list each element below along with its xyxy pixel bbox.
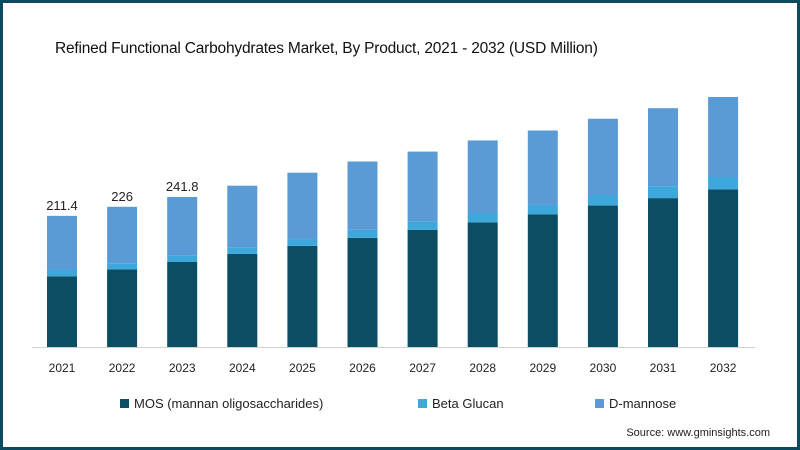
x-tick-label: 2032 xyxy=(710,361,737,375)
x-tick-label: 2023 xyxy=(169,361,196,375)
x-tick-label: 2029 xyxy=(529,361,556,375)
x-tick-label: 2030 xyxy=(590,361,617,375)
bar-segment-d-mannose-2031 xyxy=(648,108,678,187)
bar-segment-mos-2025 xyxy=(287,245,318,347)
x-tick-label: 2031 xyxy=(650,361,677,375)
bar-segment-beta-2022 xyxy=(107,263,138,270)
legend-label: D-mannose xyxy=(609,396,677,411)
bar-segment-beta-2026 xyxy=(347,229,378,238)
bar-segment-mos-2031 xyxy=(648,198,678,347)
bar-segment-d-mannose-2030 xyxy=(587,118,618,196)
legend-swatch xyxy=(418,399,427,408)
bar-segment-d-mannose-2023 xyxy=(167,197,198,256)
bar-segment-mos-2027 xyxy=(407,229,438,347)
legend-item: Beta Glucan xyxy=(418,396,504,411)
bar-segment-beta-2032 xyxy=(708,177,739,190)
bar-segment-beta-2021 xyxy=(47,269,77,277)
bar-segment-d-mannose-2028 xyxy=(467,140,498,214)
legend-swatch xyxy=(120,399,129,408)
legend-swatch xyxy=(595,399,604,408)
x-tick-label: 2021 xyxy=(49,361,76,375)
bar-segment-mos-2032 xyxy=(708,189,739,347)
bar-segment-d-mannose-2027 xyxy=(407,151,438,222)
legend-item: D-mannose xyxy=(595,396,676,411)
bar-segment-mos-2029 xyxy=(527,214,558,347)
bar-segment-d-mannose-2022 xyxy=(107,206,138,264)
bar-segment-d-mannose-2024 xyxy=(227,185,258,248)
bar-segment-mos-2021 xyxy=(47,276,77,347)
data-label: 241.8 xyxy=(166,179,199,194)
bar-segment-d-mannose-2032 xyxy=(708,97,739,178)
bar-segment-d-mannose-2021 xyxy=(47,215,77,270)
bar-segment-mos-2028 xyxy=(467,222,498,347)
legend-label: MOS (mannan oligosaccharides) xyxy=(134,396,324,411)
bar-segment-d-mannose-2025 xyxy=(287,172,318,240)
bar-segment-d-mannose-2026 xyxy=(347,161,378,230)
bar-segment-beta-2030 xyxy=(587,195,618,206)
bar-segment-mos-2030 xyxy=(587,205,618,347)
bar-segment-mos-2023 xyxy=(167,262,198,347)
bar-segment-d-mannose-2029 xyxy=(527,130,558,205)
source-note: Source: www.gminsights.com xyxy=(626,427,770,439)
bar-segment-beta-2031 xyxy=(648,186,678,199)
x-tick-label: 2026 xyxy=(349,361,376,375)
legend-label: Beta Glucan xyxy=(432,396,504,411)
bar-segment-beta-2025 xyxy=(287,239,318,246)
bar-segment-mos-2026 xyxy=(347,237,378,347)
bar-segment-beta-2029 xyxy=(527,204,558,215)
bar-segment-beta-2024 xyxy=(227,247,258,254)
data-label: 226 xyxy=(111,189,133,204)
x-tick-label: 2025 xyxy=(289,361,316,375)
data-label: 211.4 xyxy=(46,198,78,213)
bar-segment-mos-2022 xyxy=(107,269,138,347)
x-tick-label: 2024 xyxy=(229,361,256,375)
x-tick-label: 2022 xyxy=(109,361,136,375)
chart-title: Refined Functional Carbohydrates Market,… xyxy=(55,40,598,57)
x-tick-label: 2027 xyxy=(409,361,436,375)
x-tick-label: 2028 xyxy=(469,361,496,375)
bar-segment-beta-2027 xyxy=(407,221,438,230)
legend-item: MOS (mannan oligosaccharides) xyxy=(120,396,323,411)
bar-segment-mos-2024 xyxy=(227,253,258,347)
bar-segment-beta-2028 xyxy=(467,213,498,223)
bar-segment-beta-2023 xyxy=(167,255,198,263)
